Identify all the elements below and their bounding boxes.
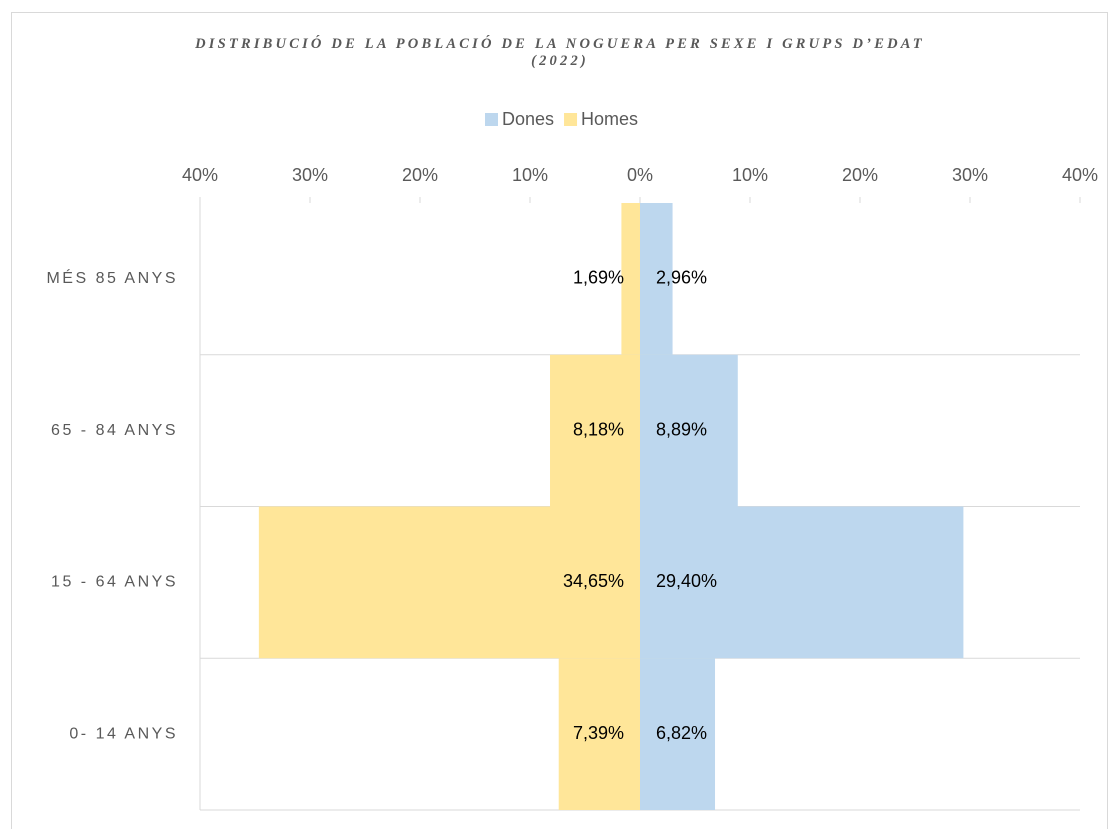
legend-label: Homes xyxy=(581,109,638,129)
x-tick-label: 10% xyxy=(512,165,548,185)
chart-title: DISTRIBUCIÓ DE LA POBLACIÓ DE LA NOGUERA… xyxy=(195,36,925,69)
bar xyxy=(550,354,640,507)
category-label: MÉS 85 ANYS xyxy=(46,268,178,287)
data-label: 29,40% xyxy=(656,571,717,591)
legend-label: Dones xyxy=(502,109,554,129)
data-label: 34,65% xyxy=(563,571,624,591)
category-label: 65 - 84 ANYS xyxy=(51,422,178,439)
bar xyxy=(640,658,716,810)
bar xyxy=(640,354,738,507)
data-label: 7,39% xyxy=(573,723,624,743)
x-tick-label: 0% xyxy=(627,165,653,185)
category-label: 15 - 64 ANYS xyxy=(51,574,178,591)
bar xyxy=(621,203,640,355)
data-label: 8,18% xyxy=(573,419,624,439)
x-tick-label: 30% xyxy=(292,165,328,185)
x-tick-label: 20% xyxy=(842,165,878,185)
x-tick-label: 40% xyxy=(1062,165,1098,185)
data-label: 6,82% xyxy=(656,723,707,743)
x-tick-label: 40% xyxy=(182,165,218,185)
bar xyxy=(640,203,673,355)
chart-border xyxy=(11,12,1108,829)
data-label: 1,69% xyxy=(573,268,624,288)
legend-swatch xyxy=(485,113,498,126)
category-label: 0- 14 ANYS xyxy=(69,725,178,742)
x-tick-label: 30% xyxy=(952,165,988,185)
data-label: 2,96% xyxy=(656,268,707,288)
data-label: 8,89% xyxy=(656,419,707,439)
bar xyxy=(558,658,640,810)
legend-swatch xyxy=(564,113,578,126)
bar xyxy=(640,506,964,659)
x-tick-label: 20% xyxy=(402,165,438,185)
bar xyxy=(258,506,640,659)
x-tick-label: 10% xyxy=(732,165,768,185)
